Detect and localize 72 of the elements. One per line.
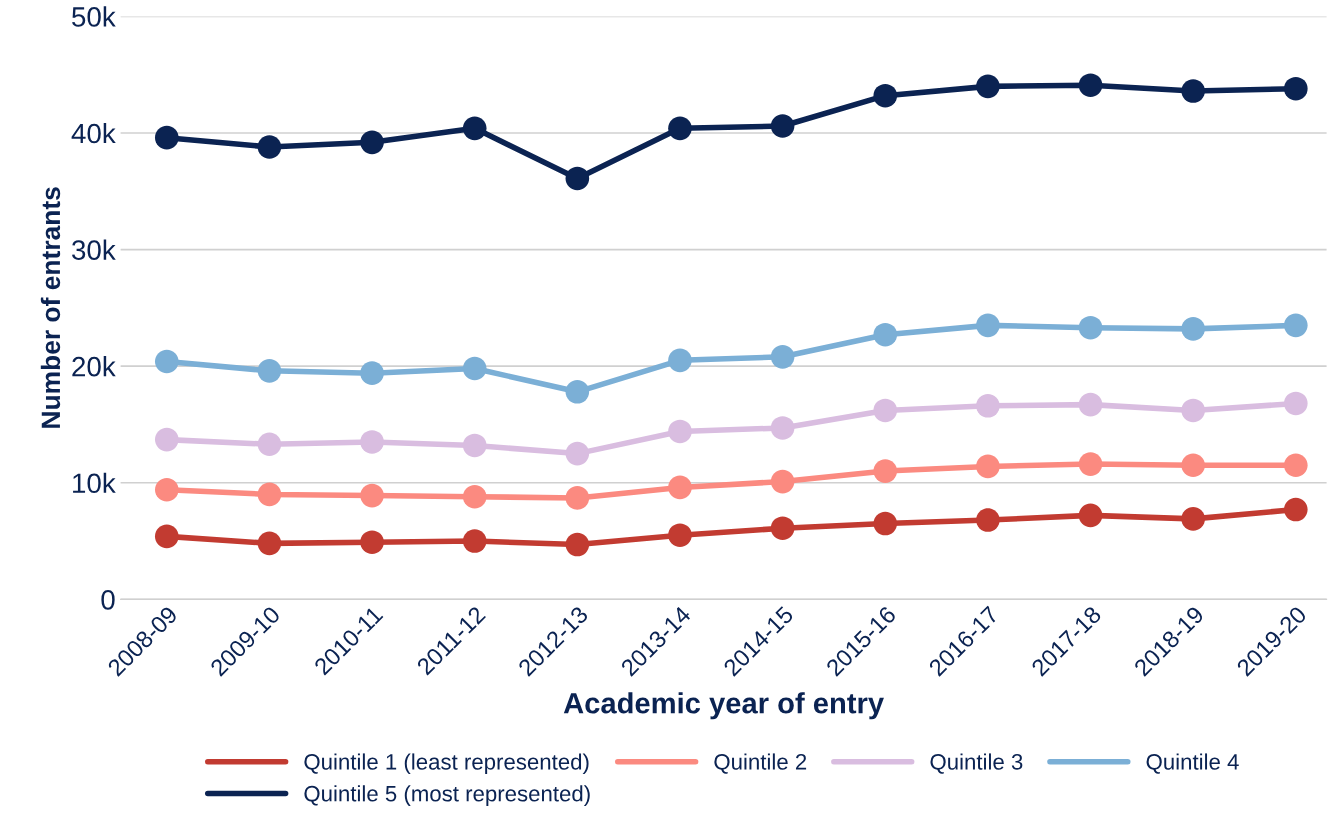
- point: [360, 530, 384, 555]
- point: [462, 433, 487, 458]
- point: [668, 475, 692, 500]
- y-tick-label: 10k: [73, 472, 116, 494]
- point: [360, 483, 384, 508]
- point: [1181, 398, 1205, 423]
- point: [976, 313, 1000, 338]
- y-tick-label: 20k: [72, 356, 116, 377]
- point: [360, 130, 384, 155]
- point: [257, 432, 282, 457]
- point: [1078, 503, 1103, 528]
- point: [1284, 391, 1308, 416]
- point: [976, 74, 1000, 99]
- point: [976, 454, 1000, 479]
- point: [257, 135, 282, 159]
- point: [873, 459, 898, 483]
- point: [873, 83, 898, 108]
- point: [668, 419, 692, 444]
- legend-label: Quintile 3: [930, 753, 1023, 774]
- point: [873, 511, 898, 536]
- point: [1078, 73, 1103, 98]
- point: [770, 114, 795, 138]
- point: [257, 359, 282, 383]
- point: [1284, 453, 1308, 478]
- point: [668, 523, 692, 548]
- point: [1181, 317, 1205, 341]
- point: [257, 531, 282, 556]
- point: [154, 524, 179, 549]
- point: [1181, 453, 1205, 478]
- point: [770, 416, 795, 440]
- point: [873, 398, 898, 423]
- point: [154, 125, 179, 150]
- point: [565, 380, 590, 404]
- point: [154, 427, 179, 452]
- point: [462, 116, 487, 141]
- legend-label: Quintile 5 (most represented): [304, 785, 590, 806]
- y-tick-label: 40k: [71, 122, 116, 144]
- point: [462, 356, 487, 381]
- point: [1284, 313, 1308, 338]
- y-axis-title: Number of entrants: [40, 187, 61, 428]
- point: [154, 477, 179, 502]
- point: [154, 349, 179, 374]
- point: [770, 516, 795, 541]
- point: [976, 394, 1000, 418]
- x-axis-title: Academic year of entry: [563, 692, 884, 720]
- y-tick-label: 50k: [72, 6, 116, 27]
- point: [1078, 452, 1103, 476]
- point: [1284, 497, 1308, 522]
- point: [565, 441, 590, 466]
- point: [668, 348, 692, 373]
- point: [1078, 315, 1103, 340]
- point: [565, 532, 590, 557]
- point: [360, 361, 384, 385]
- point: [462, 484, 487, 509]
- point: [257, 482, 282, 507]
- point: [1181, 507, 1205, 531]
- point: [462, 529, 487, 553]
- point: [1078, 392, 1103, 417]
- point: [873, 322, 898, 347]
- y-tick-label: 30k: [72, 239, 116, 260]
- point: [668, 116, 692, 141]
- point: [770, 345, 795, 369]
- point: [1284, 76, 1308, 101]
- point: [770, 469, 795, 494]
- point: [1181, 79, 1205, 103]
- point: [565, 166, 590, 191]
- legend-label: Quintile 2: [714, 753, 807, 774]
- legend-label: Quintile 1 (least represented): [304, 753, 589, 775]
- point: [976, 508, 1000, 532]
- legend-label: Quintile 4: [1146, 753, 1239, 774]
- point: [565, 486, 590, 510]
- point: [360, 430, 384, 454]
